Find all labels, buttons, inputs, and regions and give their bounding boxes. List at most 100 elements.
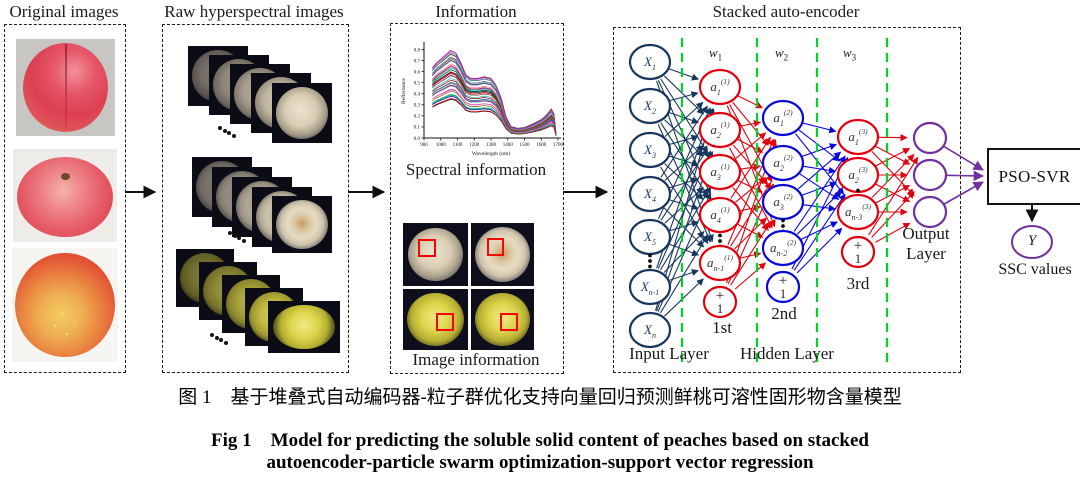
reflectance-curve bbox=[432, 93, 557, 136]
header-raw-hyperspectral: Raw hyperspectral images bbox=[164, 2, 344, 21]
y-tick-label: 0.7 bbox=[414, 59, 421, 64]
y-tick-label: 0.8 bbox=[414, 48, 421, 53]
cell-3-fruit bbox=[406, 292, 465, 347]
hidden2-node bbox=[761, 183, 805, 221]
node-label: a3(2) bbox=[773, 192, 793, 212]
node-label: a1(2) bbox=[773, 108, 793, 128]
hidden3-node bbox=[836, 156, 880, 194]
reflectance-curve bbox=[432, 56, 557, 134]
header-stacked-autoencoder: Stacked auto-encoder bbox=[712, 2, 860, 21]
connection-arrow bbox=[730, 220, 772, 286]
y-tick-label: 0.5 bbox=[414, 82, 421, 87]
output-to-psosvr-arrow bbox=[945, 170, 985, 182]
vertical-ellipsis-dot bbox=[648, 253, 652, 258]
output-node bbox=[912, 195, 948, 229]
hidden1-node bbox=[702, 285, 738, 319]
ssc-values-label: SSC values bbox=[998, 261, 1072, 278]
connection-arrow bbox=[668, 111, 699, 124]
hidden2-node bbox=[761, 229, 805, 267]
connection-arrow bbox=[664, 278, 704, 317]
connection-arrow bbox=[875, 145, 911, 165]
stack-ellipsis-dot bbox=[219, 338, 223, 342]
x-tick-label: 900 bbox=[420, 143, 428, 148]
x-tick-label: 1700 bbox=[553, 143, 564, 148]
y-output-node bbox=[1011, 225, 1053, 259]
roi-marker-2 bbox=[487, 238, 504, 256]
connection-arrow bbox=[669, 91, 699, 102]
band-fruit bbox=[273, 304, 335, 350]
reflectance-curve bbox=[432, 63, 557, 134]
connection-arrow bbox=[737, 95, 764, 109]
layer-tag-3rd: 3rd bbox=[846, 274, 870, 293]
connection-arrow bbox=[668, 220, 699, 232]
stack-ellipsis-dot bbox=[237, 236, 241, 240]
hidden-layer-label: Hidden Layer bbox=[740, 344, 834, 363]
caption-english-line1: Fig 1 Model for predicting the soluble s… bbox=[211, 430, 869, 451]
connection-arrow bbox=[669, 134, 699, 146]
stack-ellipsis-dot bbox=[227, 131, 231, 135]
panel-raw-hyperspectral bbox=[162, 24, 349, 373]
connection-arrow bbox=[875, 148, 911, 167]
panel-information bbox=[390, 23, 564, 374]
layer-tag-1st: 1st bbox=[712, 318, 732, 337]
y-tick-label: 0.0 bbox=[414, 137, 421, 142]
node-label: a4(1) bbox=[710, 205, 730, 225]
caption-chinese: 图 1 基于堆叠式自动编码器-粒子群优化支持向量回归预测鲜桃可溶性固形物含量模型 bbox=[178, 387, 902, 408]
node-label: a3(1) bbox=[710, 162, 730, 182]
output-to-psosvr-arrow bbox=[943, 181, 984, 205]
bias-plus: + bbox=[854, 238, 862, 254]
peach-photo-3 bbox=[12, 248, 118, 362]
hyperspectral-cell-4 bbox=[471, 289, 534, 350]
vertical-ellipsis-dot bbox=[648, 259, 652, 263]
pso-svr-box: PSO-SVR bbox=[987, 148, 1080, 205]
connection-arrow bbox=[802, 122, 837, 134]
hidden1-node bbox=[698, 68, 742, 106]
hidden2-node bbox=[765, 270, 801, 304]
connection-arrow bbox=[739, 119, 762, 128]
node-label: a1(1) bbox=[710, 77, 730, 97]
node-label: Xn-1 bbox=[640, 279, 660, 297]
input-node bbox=[628, 175, 672, 213]
input-node bbox=[628, 311, 672, 349]
reflectance-curve bbox=[432, 79, 557, 135]
caption-english-line2: autoencoder-particle swarm optimization-… bbox=[266, 452, 814, 473]
x-tick-label: 1400 bbox=[503, 143, 514, 148]
connection-arrow bbox=[799, 173, 840, 200]
reflectance-curve bbox=[432, 97, 557, 137]
node-label: a2(2) bbox=[773, 153, 793, 173]
node-label: a1(3) bbox=[848, 127, 868, 147]
reflectance-curve bbox=[432, 72, 557, 135]
cell-4-fruit bbox=[474, 292, 531, 347]
connection-arrow bbox=[663, 207, 705, 248]
x-tick-label: 1200 bbox=[469, 143, 480, 148]
hidden2-node bbox=[761, 144, 805, 182]
connection-arrow bbox=[796, 190, 843, 235]
connection-arrow bbox=[660, 105, 708, 178]
weight-label-w3: w3 bbox=[843, 45, 857, 63]
peach-2-stem bbox=[60, 173, 70, 181]
x-axis-label: Wavelength (nm) bbox=[472, 150, 510, 157]
node-label: X5 bbox=[643, 229, 656, 247]
connection-arrow bbox=[875, 222, 911, 243]
hidden2-node bbox=[761, 99, 805, 137]
stack-ellipsis-dot bbox=[214, 335, 219, 340]
connection-arrow bbox=[660, 148, 708, 221]
stack-ellipsis-dot bbox=[232, 233, 237, 238]
connection-arrow bbox=[797, 151, 842, 190]
node-label: X2 bbox=[643, 98, 656, 116]
node-label: X1 bbox=[643, 54, 656, 72]
vertical-ellipsis-dot bbox=[648, 264, 652, 269]
peach-photo-2 bbox=[13, 149, 117, 242]
header-information: Information bbox=[435, 2, 517, 21]
reflectance-curve bbox=[432, 81, 557, 135]
bias-plus: + bbox=[779, 273, 787, 289]
x-tick-label: 1300 bbox=[486, 143, 497, 148]
connection-arrow bbox=[793, 155, 846, 232]
connection-arrow bbox=[734, 262, 767, 290]
peach-1-cleft bbox=[64, 43, 67, 130]
vertical-ellipsis-dot bbox=[781, 224, 785, 228]
bias-one: 1 bbox=[717, 301, 724, 316]
panel-stacked-autoencoder bbox=[613, 27, 961, 373]
connection-arrow bbox=[798, 129, 841, 162]
input-layer-label: Input Layer bbox=[629, 344, 709, 363]
